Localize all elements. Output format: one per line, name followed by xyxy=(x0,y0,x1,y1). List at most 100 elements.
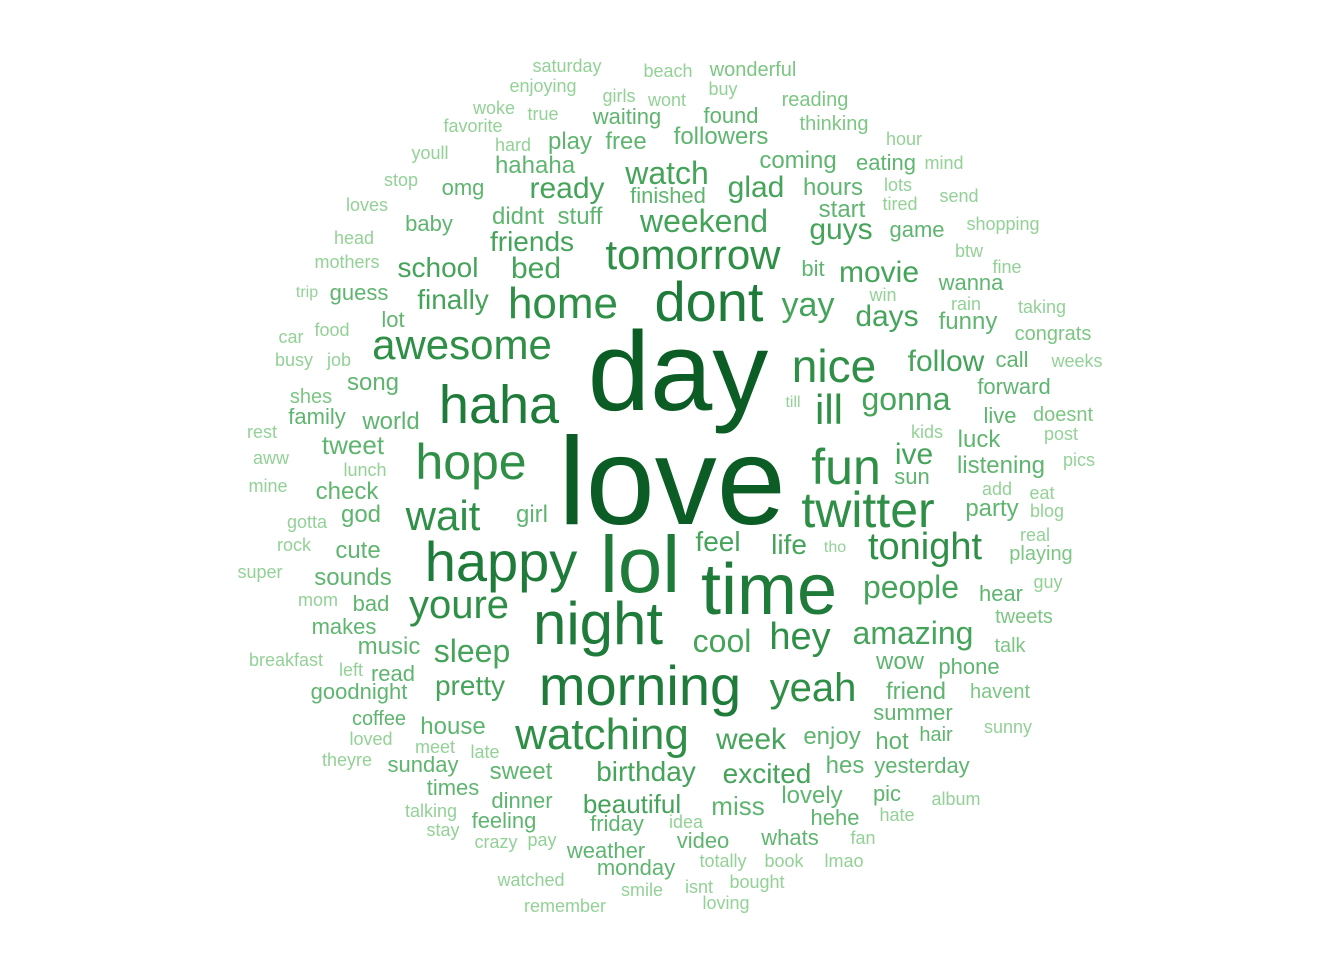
word-win: win xyxy=(869,285,897,305)
word-late: late xyxy=(470,742,500,762)
word-hope: hope xyxy=(415,434,527,490)
word-finally: finally xyxy=(417,284,489,315)
word-birthday: birthday xyxy=(596,756,696,787)
word-hot: hot xyxy=(875,728,909,755)
word-guys: guys xyxy=(809,213,873,246)
word-reading: reading xyxy=(781,89,849,111)
word-mine: mine xyxy=(248,476,288,496)
word-btw: btw xyxy=(954,241,984,261)
word-pic: pic xyxy=(872,781,902,806)
word-play: play xyxy=(547,128,593,155)
word-cute: cute xyxy=(335,537,381,564)
word-funny: funny xyxy=(938,308,998,335)
word-rain: rain xyxy=(950,294,982,314)
word-coffee: coffee xyxy=(351,708,407,730)
word-fine: fine xyxy=(992,257,1022,277)
word-mothers: mothers xyxy=(314,252,380,272)
word-follow: follow xyxy=(907,345,985,378)
word-yeah: yeah xyxy=(769,666,857,710)
word-thinking: thinking xyxy=(799,113,869,135)
word-isnt: isnt xyxy=(684,877,714,897)
word-yay: yay xyxy=(781,286,835,324)
word-taking: taking xyxy=(1017,297,1067,317)
word-loved: loved xyxy=(349,729,393,749)
word-finished: finished xyxy=(630,183,706,208)
word-lovely: lovely xyxy=(781,782,843,809)
word-tweets: tweets xyxy=(995,606,1053,628)
word-tho: tho xyxy=(823,539,847,556)
word-monday: monday xyxy=(596,855,676,880)
word-book: book xyxy=(764,851,804,871)
word-woke: woke xyxy=(472,98,516,118)
word-bought: bought xyxy=(729,872,785,892)
word-eat: eat xyxy=(1029,483,1055,503)
word-youre: youre xyxy=(408,583,510,627)
word-wont: wont xyxy=(647,90,687,110)
word-love: love xyxy=(558,413,786,551)
word-ready: ready xyxy=(529,172,605,205)
word-summer: summer xyxy=(873,700,953,725)
word-real: real xyxy=(1019,525,1051,545)
word-bed: bed xyxy=(510,252,562,285)
word-twitter: twitter xyxy=(801,482,935,538)
word-tweet: tweet xyxy=(321,430,385,460)
word-goodnight: goodnight xyxy=(310,679,408,704)
word-food: food xyxy=(314,320,350,340)
word-hehe: hehe xyxy=(810,805,860,830)
word-sweet: sweet xyxy=(489,758,553,785)
word-listening: listening xyxy=(956,452,1046,479)
word-beach: beach xyxy=(643,61,693,81)
word-phone: phone xyxy=(938,654,1000,679)
word-crazy: crazy xyxy=(474,832,518,852)
word-loves: loves xyxy=(345,195,389,215)
word-havent: havent xyxy=(969,681,1031,703)
word-post: post xyxy=(1043,424,1079,444)
word-girls: girls xyxy=(602,86,636,106)
word-album: album xyxy=(931,789,981,809)
word-hour: hour xyxy=(885,129,923,149)
word-guy: guy xyxy=(1033,572,1063,592)
word-true: true xyxy=(527,104,559,124)
word-excited: excited xyxy=(722,758,812,789)
word-watching: watching xyxy=(515,710,689,759)
word-day: day xyxy=(587,309,769,434)
word-guess: guess xyxy=(329,280,389,305)
word-yesterday: yesterday xyxy=(874,753,970,778)
word-coming: coming xyxy=(759,147,837,174)
word-sunday: sunday xyxy=(387,752,459,777)
word-breakfast: breakfast xyxy=(248,650,324,670)
word-miss: miss xyxy=(711,791,765,821)
word-hear: hear xyxy=(978,581,1024,606)
word-head: head xyxy=(333,228,375,248)
word-hey: hey xyxy=(769,616,831,658)
word-fan: fan xyxy=(850,828,876,848)
word-video: video xyxy=(676,828,730,853)
word-check: check xyxy=(315,478,379,505)
word-party: party xyxy=(965,495,1019,522)
word-school: school xyxy=(397,252,479,283)
word-sounds: sounds xyxy=(314,564,392,591)
word-night: night xyxy=(532,590,664,657)
word-weekend: weekend xyxy=(639,203,769,239)
word-family: family xyxy=(288,404,346,429)
word-wonderful: wonderful xyxy=(709,59,797,81)
word-smile: smile xyxy=(620,880,664,900)
word-lots: lots xyxy=(883,175,913,195)
word-theyre: theyre xyxy=(321,750,373,770)
word-aww: aww xyxy=(252,448,290,468)
word-job: job xyxy=(326,350,352,370)
word-haha: haha xyxy=(438,375,560,435)
word-hate: hate xyxy=(879,805,915,825)
word-god: god xyxy=(340,501,382,528)
word-mind: mind xyxy=(924,153,964,173)
word-weather: weather xyxy=(566,838,646,863)
word-song: song xyxy=(346,369,400,396)
word-youll: youll xyxy=(411,143,449,163)
word-busy: busy xyxy=(274,350,314,370)
word-house: house xyxy=(420,713,486,740)
word-followers: followers xyxy=(673,123,769,150)
word-found: found xyxy=(703,103,759,128)
word-trip: trip xyxy=(295,284,319,301)
word-people: people xyxy=(862,569,960,605)
